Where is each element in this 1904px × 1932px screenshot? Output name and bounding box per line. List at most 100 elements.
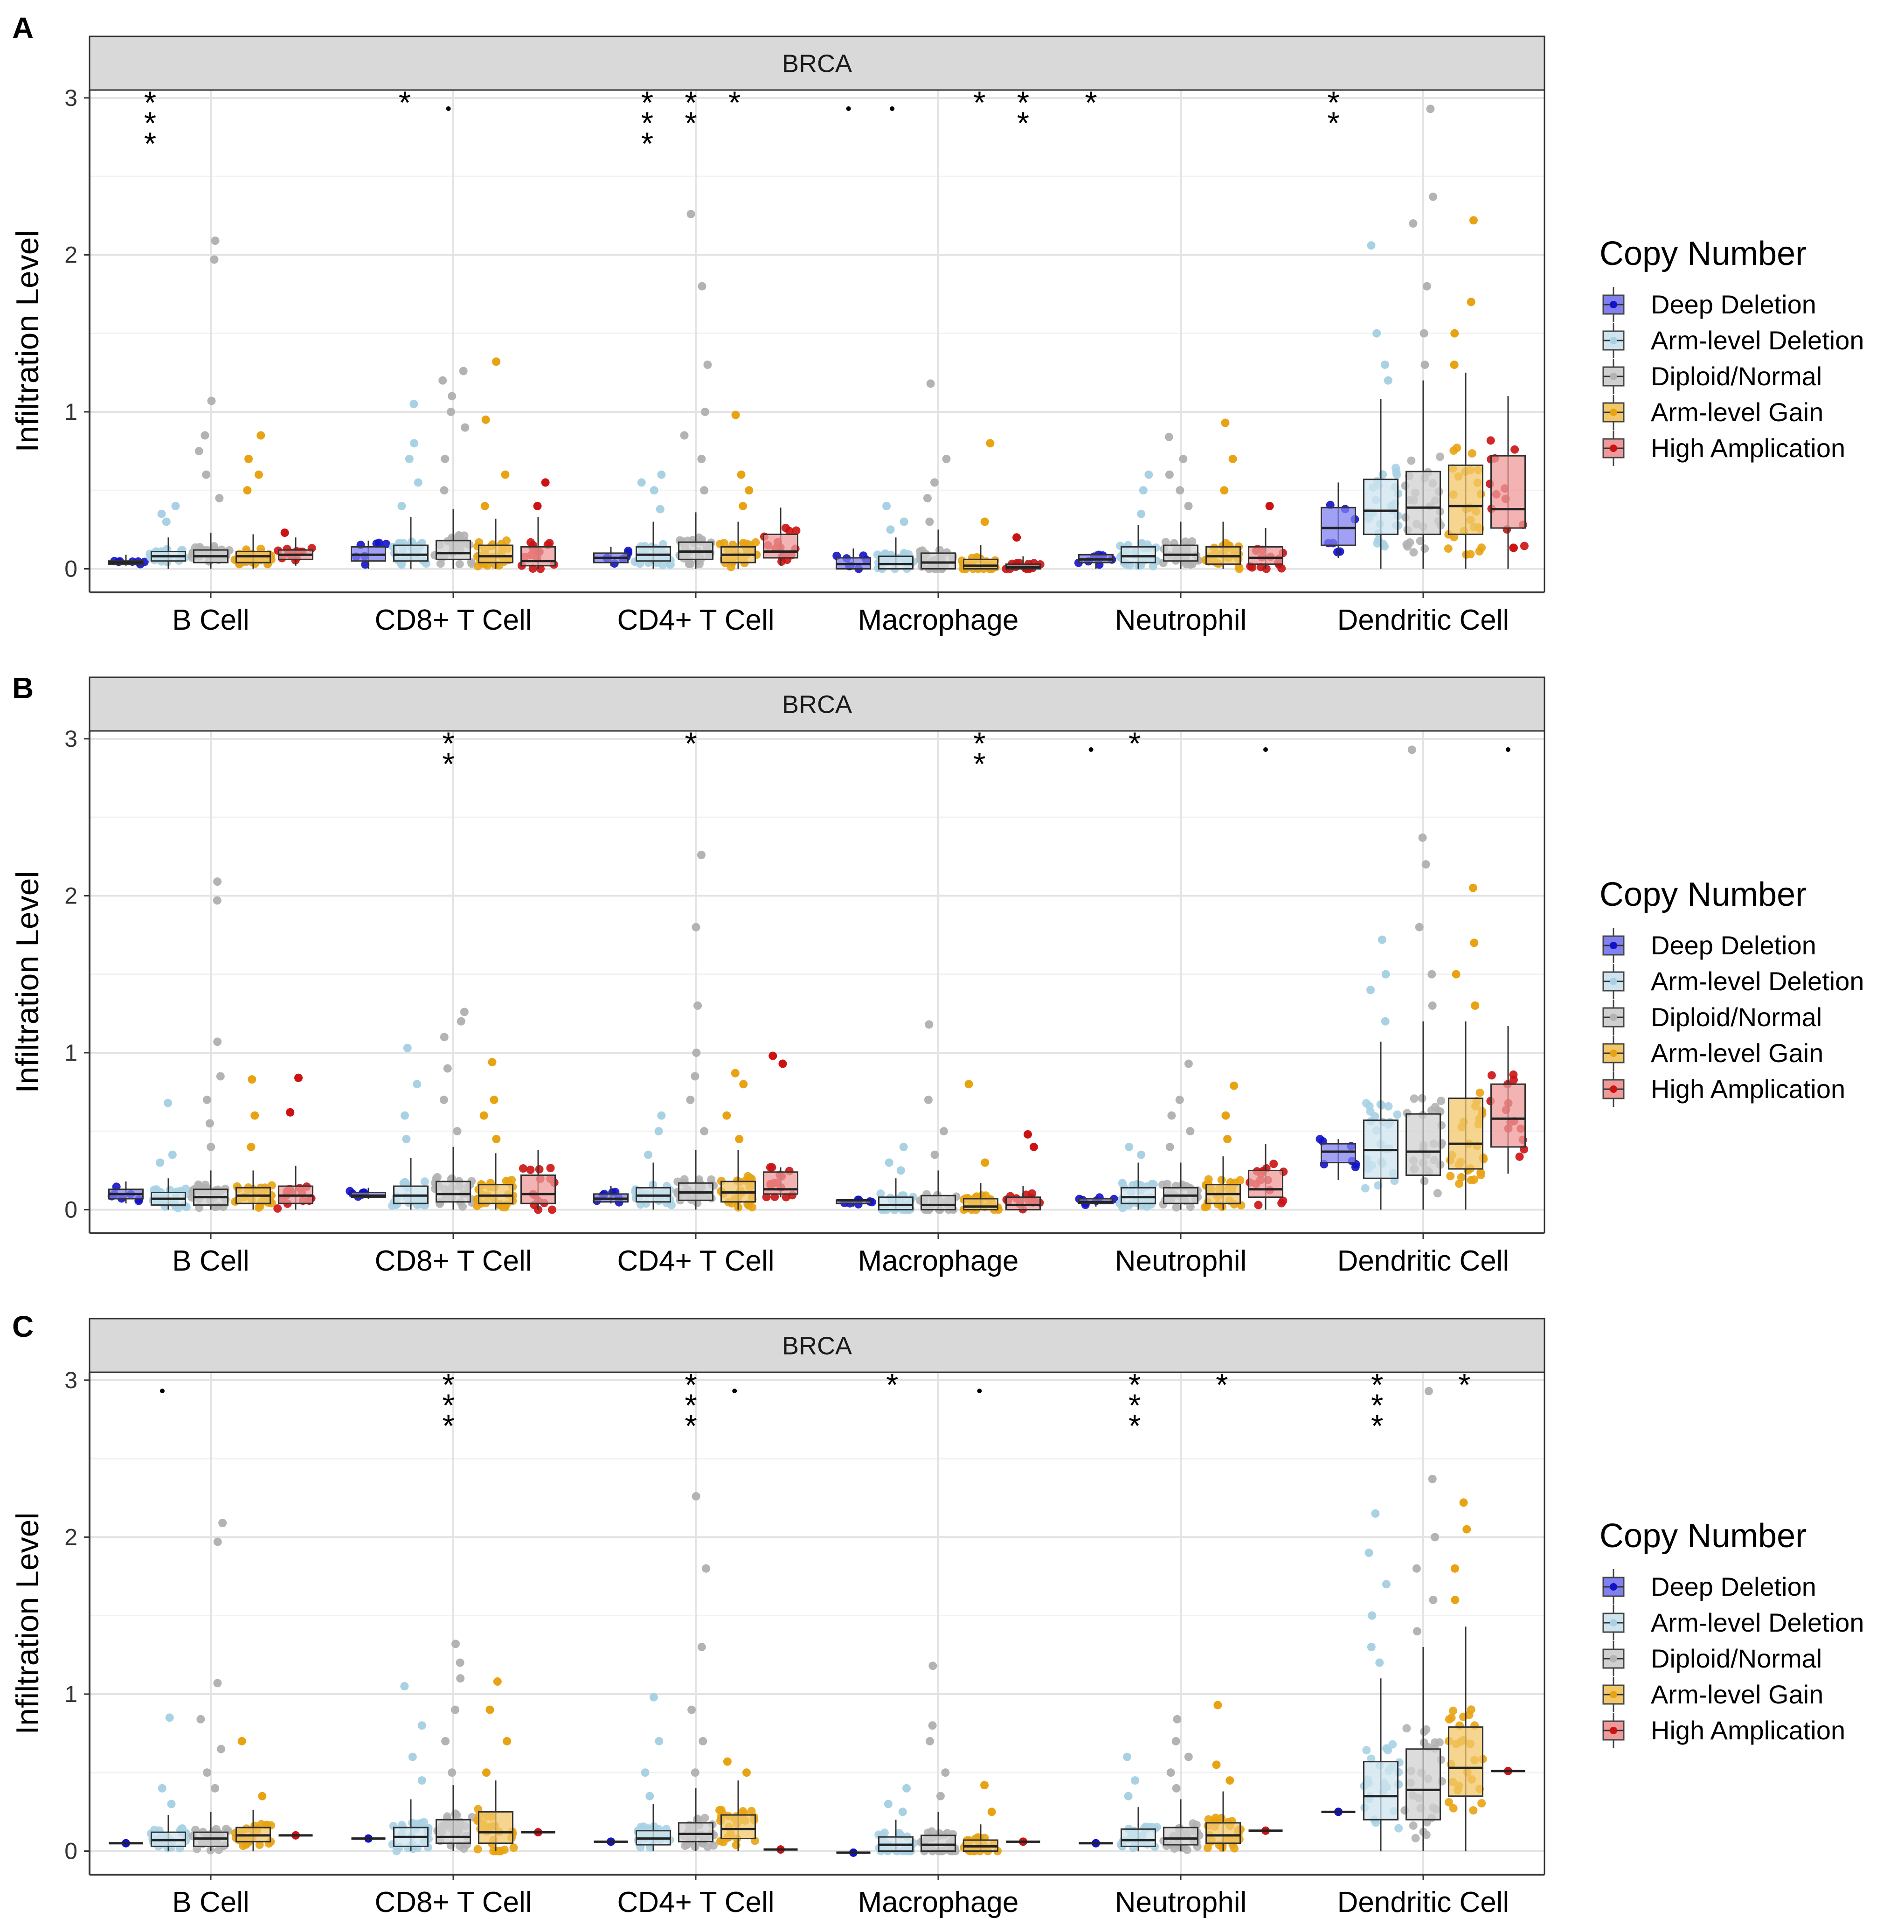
x-tick-label: Dendritic Cell <box>1337 1245 1509 1277</box>
outlier-point <box>691 1072 699 1081</box>
outlier-point <box>1179 454 1188 463</box>
outlier-point <box>485 1705 494 1714</box>
box-cd4-t-cell-diploid-normal <box>678 1492 718 1851</box>
outlier-point <box>541 478 550 487</box>
outlier-point <box>902 1784 911 1793</box>
outlier-point <box>697 850 706 859</box>
outlier-point <box>656 505 665 514</box>
outlier-point <box>1029 1142 1038 1151</box>
data-point <box>1446 1172 1455 1181</box>
outlier-point <box>936 1792 945 1800</box>
x-tick-label: B Cell <box>172 604 249 636</box>
outlier-point <box>1223 1135 1232 1144</box>
data-point <box>436 559 445 568</box>
box-neutrophil-arm-level-gain <box>1201 418 1244 573</box>
outlier-point <box>703 360 712 369</box>
data-point <box>1362 1746 1371 1755</box>
outlier-point <box>196 1715 205 1724</box>
outlier-point <box>194 447 203 456</box>
significance-mark <box>732 1389 737 1393</box>
box-macrophage-arm-level-gain <box>959 1080 1003 1214</box>
box-body <box>763 533 798 559</box>
data-point <box>720 539 728 548</box>
significance-mark: * <box>1458 1367 1470 1403</box>
box-b-cell-arm-level-deletion <box>149 1098 191 1213</box>
significance-mark: * <box>1085 85 1097 120</box>
plot-background <box>90 1372 1544 1875</box>
box-b-cell-diploid-normal <box>188 236 234 569</box>
y-tick-label: 0 <box>64 1838 77 1864</box>
box-dendritic-cell-diploid-normal <box>1400 1387 1446 1851</box>
data-point <box>667 1201 676 1209</box>
outlier-point <box>250 1111 259 1120</box>
box-macrophage-arm-level-gain <box>957 439 1000 573</box>
data-point <box>1444 1798 1453 1807</box>
data-point <box>1333 548 1342 556</box>
box-cd4-t-cell-diploid-normal <box>673 850 718 1210</box>
x-tick-label: Dendritic Cell <box>1337 1886 1509 1918</box>
outlier-point <box>925 1020 934 1029</box>
x-tick-label: Neutrophil <box>1115 1886 1247 1918</box>
box-cd4-t-cell-high-amplication <box>762 1051 798 1202</box>
data-point <box>1186 1202 1195 1211</box>
box-macrophage-high-amplication <box>1006 1837 1040 1846</box>
outlier-point <box>680 431 689 440</box>
outlier-point <box>213 1679 222 1688</box>
legend-key-point <box>1610 1727 1617 1734</box>
box-body <box>478 544 513 563</box>
significance-mark: * <box>442 726 454 761</box>
outlier-point <box>657 1111 666 1120</box>
legend-key <box>1602 323 1625 358</box>
legend-key <box>1602 1071 1625 1107</box>
outlier-point <box>939 1127 948 1136</box>
outlier-point <box>440 1033 449 1042</box>
outlier-point <box>410 439 419 448</box>
outlier-point <box>1184 501 1193 510</box>
legend-label: Diploid/Normal <box>1651 361 1822 391</box>
outlier-point <box>699 1737 707 1745</box>
data-point <box>1254 1201 1263 1209</box>
data-point <box>751 538 760 547</box>
outlier-point <box>1213 1701 1222 1710</box>
data-point <box>1466 550 1475 559</box>
outlier-point <box>1452 970 1461 979</box>
data-point <box>1420 544 1429 553</box>
outlier-point <box>923 494 932 503</box>
outlier-point <box>441 454 450 463</box>
outlier-point <box>201 431 209 440</box>
box-neutrophil-deep-deletion <box>1074 550 1116 569</box>
outlier-point <box>1384 376 1392 385</box>
data-point <box>1279 1196 1288 1205</box>
outlier-point <box>1137 1150 1146 1159</box>
legend-key-point <box>1610 1014 1617 1021</box>
outlier-point <box>981 1158 990 1167</box>
data-point <box>1177 1843 1186 1852</box>
significance-mark <box>1263 747 1268 752</box>
box-neutrophil-arm-level-deletion <box>1116 1752 1161 1852</box>
significance-mark: * <box>886 1367 898 1403</box>
data-point <box>1437 1097 1446 1105</box>
legend-key-point <box>1610 978 1617 985</box>
significance-mark <box>1506 747 1510 752</box>
box-cd8-t-cell-arm-level-deletion <box>388 1682 433 1856</box>
box-neutrophil-deep-deletion <box>1079 1839 1113 1848</box>
box-cd4-t-cell-arm-level-deletion <box>631 1111 676 1210</box>
significance-mark <box>1088 747 1094 752</box>
box-neutrophil-high-amplication <box>1246 1144 1288 1210</box>
outlier-point <box>1426 104 1435 113</box>
box-cd4-t-cell-arm-level-deletion <box>630 470 675 570</box>
data-point <box>1402 1724 1411 1733</box>
outlier-point <box>942 454 951 463</box>
outlier-point <box>649 1693 658 1702</box>
y-tick-label: 3 <box>64 85 77 111</box>
significance-mark: * <box>973 85 985 120</box>
data-point <box>1393 1110 1402 1119</box>
outlier-point <box>213 1037 222 1046</box>
outlier-point <box>1471 1001 1480 1010</box>
outlier-point <box>1171 1737 1180 1745</box>
outlier-point <box>448 1768 457 1777</box>
outlier-point <box>1184 1059 1193 1068</box>
outlier-point <box>1024 1130 1032 1139</box>
outlier-point <box>731 410 740 419</box>
box-macrophage-arm-level-gain <box>960 1781 1002 1856</box>
